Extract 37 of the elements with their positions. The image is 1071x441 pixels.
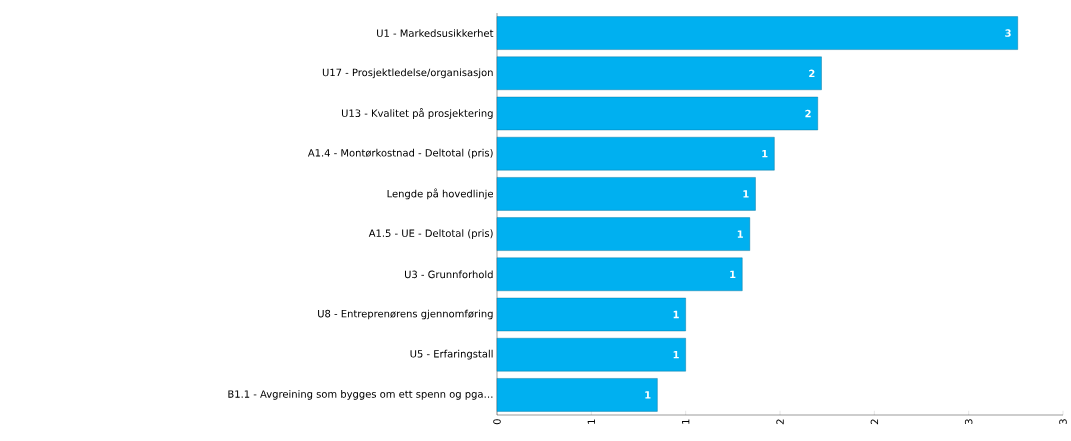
data-label: 1 — [673, 351, 679, 359]
data-label: 2 — [805, 109, 811, 118]
y-tick-label: B1.1 - Avgreining som bygges om ett spenn og pga… — [228, 390, 493, 400]
data-label: 1 — [762, 150, 768, 158]
data-label: 1 — [730, 270, 736, 278]
data-label: 1 — [673, 310, 679, 319]
y-tick-label: U13 - Kvalitet på prosjektering — [341, 108, 493, 119]
x-tick-label: 3 — [1059, 419, 1067, 425]
y-tick-label: U5 - Erfaringstall — [410, 349, 493, 360]
bar — [496, 177, 756, 211]
data-label: 3 — [1005, 29, 1011, 37]
y-tick-label: U1 - Markedsusikkerhet — [377, 29, 494, 37]
y-tick-label: U17 - Prosjektledelse/organisasjon — [322, 68, 493, 79]
bar — [496, 56, 822, 90]
data-label: 1 — [645, 391, 651, 399]
x-tick-label: 2 — [870, 419, 879, 425]
bar — [496, 338, 686, 372]
bar — [496, 217, 751, 251]
x-tick-label: 1 — [587, 419, 595, 424]
data-label: 2 — [809, 69, 815, 77]
x-tick-label: 1 — [682, 419, 690, 424]
bar — [496, 16, 1018, 50]
y-tick-label: U8 - Entreprenørens gjennomføring — [318, 309, 493, 320]
x-tick-label: 0 — [493, 419, 501, 425]
data-label: 1 — [743, 190, 749, 198]
bar — [496, 137, 775, 171]
data-label: 1 — [737, 230, 743, 238]
y-tick-label: A1.4 - Montørkostnad - Deltotal (pris) — [307, 148, 493, 159]
x-tick-label: 2 — [776, 419, 784, 425]
bar — [496, 96, 818, 131]
y-tick-label: U3 - Grunnforhold — [405, 270, 493, 279]
bar — [496, 378, 658, 412]
bar — [496, 257, 743, 291]
y-tick-label: Lengde på hovedlinje — [387, 188, 493, 200]
x-tick-label: 3 — [964, 419, 973, 425]
y-tick-label: A1.5 - UE - Deltotal (pris) — [368, 229, 493, 239]
bar — [496, 297, 686, 332]
